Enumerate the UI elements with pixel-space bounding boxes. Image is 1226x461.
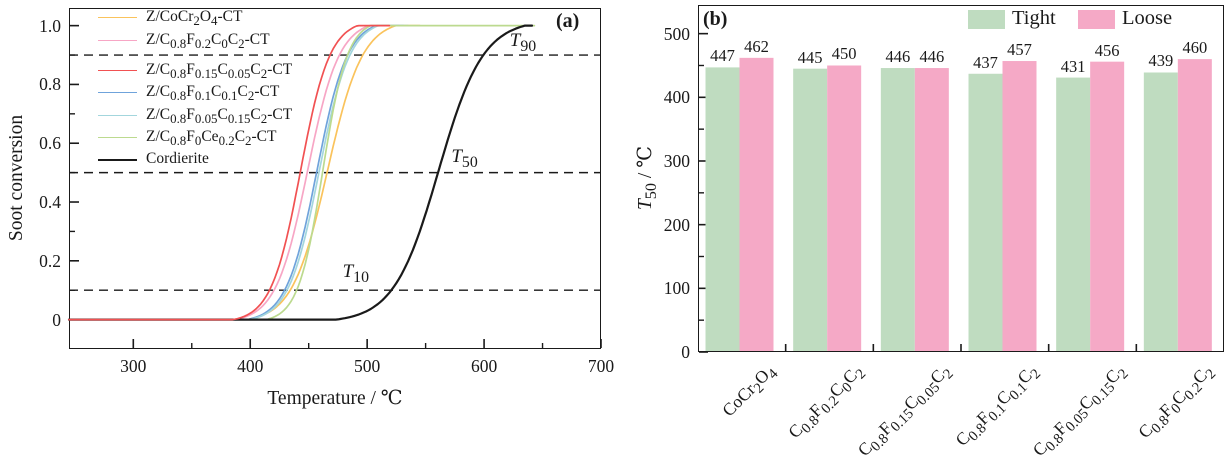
panel-a-x-axis-label: Temperature / ℃ bbox=[267, 388, 403, 409]
bar-loose-CoCr2O4 bbox=[739, 57, 774, 351]
panel-b-plot bbox=[699, 32, 1212, 353]
panel-a-plot bbox=[67, 24, 602, 348]
bar-value-label: 462 bbox=[744, 36, 769, 56]
legend-item-label: Z/C0.8F0.15C0.05C2-CT bbox=[146, 61, 293, 82]
y-tick-label: 0 bbox=[681, 342, 690, 362]
bar-value-label: 450 bbox=[831, 44, 857, 64]
y-tick-label: 0.8 bbox=[39, 74, 61, 95]
legend-item-label: Z/C0.8F0.1C0.1C2-CT bbox=[146, 83, 280, 104]
legend-item-label: Cordierite bbox=[146, 150, 209, 168]
panel-a-letter: (a) bbox=[556, 10, 580, 32]
y-tick-label: 200 bbox=[663, 214, 690, 235]
y-tick-label: 0.2 bbox=[39, 250, 61, 271]
x-tick-label: 300 bbox=[120, 356, 147, 376]
legend-label-loose: Loose bbox=[1122, 7, 1173, 29]
x-tick-label: 500 bbox=[354, 356, 381, 376]
bar-tight-CoCr2O4 bbox=[705, 67, 740, 351]
annotation-T10: T10 bbox=[342, 260, 369, 286]
bar-value-label: 457 bbox=[1007, 40, 1032, 60]
panel-a-plot-frame bbox=[69, 8, 601, 349]
panel-b-letter: (b) bbox=[703, 8, 728, 30]
bar-value-label: 447 bbox=[710, 46, 735, 66]
bar-value-label: 460 bbox=[1182, 38, 1208, 58]
legend-swatch-loose bbox=[1078, 10, 1115, 29]
y-tick-label: 400 bbox=[663, 87, 690, 108]
bar-value-label: 446 bbox=[885, 47, 911, 67]
y-tick-label: 0.6 bbox=[39, 133, 61, 154]
legend-swatch-tight bbox=[968, 10, 1005, 29]
legend-line-swatch bbox=[98, 92, 137, 93]
bar-value-label: 437 bbox=[973, 52, 998, 72]
annotation-T50: T50 bbox=[451, 146, 478, 171]
legend-item-label: Z/CoCr2O4-CT bbox=[146, 8, 243, 29]
y-tick-label: 500 bbox=[663, 23, 690, 44]
bar-tight-C0.8F0.05C0.15C2 bbox=[1056, 77, 1091, 351]
legend-line-swatch bbox=[98, 17, 137, 18]
y-tick-label: 300 bbox=[663, 150, 690, 171]
bar-loose-C0.8F0.1C0.1C2 bbox=[1002, 61, 1037, 351]
bar-tight-C0.8F0.2C0C2 bbox=[793, 68, 828, 351]
legend-item-label: Z/C0.8F0.2C0C2-CT bbox=[146, 31, 270, 52]
bar-tight-C0.8F0.15C0.05C2 bbox=[880, 68, 915, 352]
bar-tight-C0.8F0C0.2C2 bbox=[1143, 72, 1178, 352]
x-tick-label: 400 bbox=[237, 356, 264, 376]
bar-value-label: 456 bbox=[1094, 40, 1120, 60]
y-tick-label: 1.0 bbox=[39, 15, 61, 36]
legend-line-swatch bbox=[98, 114, 137, 116]
panel-a-y-axis-label: Soot conversion bbox=[6, 114, 27, 242]
legend-line-swatch bbox=[98, 159, 137, 162]
y-tick-label: 0.4 bbox=[39, 192, 61, 213]
legend-label-tight: Tight bbox=[1012, 7, 1056, 29]
legend-item-label: Z/C0.8F0.05C0.15C2-CT bbox=[146, 105, 293, 126]
bar-loose-C0.8F0.2C0C2 bbox=[827, 65, 862, 351]
y-tick-label: 0 bbox=[52, 309, 61, 330]
bar-loose-C0.8F0C0.2C2 bbox=[1177, 59, 1212, 352]
legend-item-label: Z/C0.8F0Ce0.2C2-CT bbox=[146, 128, 277, 149]
bar-value-label: 431 bbox=[1060, 56, 1086, 76]
bar-tight-C0.8F0.1C0.1C2 bbox=[968, 73, 1003, 351]
curve-Z/C0.8F0.15C0.05C2-CT bbox=[68, 24, 391, 321]
legend-line-swatch bbox=[98, 70, 137, 71]
panel-a: 0 0.2 0.4 0.6 0.8 1.0 300 400 500 600 700 (a) Soot… bbox=[6, 8, 615, 409]
bar-loose-C0.8F0.05C0.15C2 bbox=[1090, 61, 1125, 352]
annotation-T90: T90 bbox=[509, 30, 537, 55]
x-tick-label: 600 bbox=[470, 356, 498, 376]
bar-value-label: 439 bbox=[1148, 51, 1174, 71]
legend-line-swatch bbox=[98, 40, 137, 41]
bar-value-label: 445 bbox=[797, 47, 823, 67]
bar-value-label: 446 bbox=[919, 47, 945, 67]
legend-line-swatch bbox=[98, 137, 137, 138]
y-tick-label: 100 bbox=[663, 278, 690, 299]
panel-b-plot-frame bbox=[698, 5, 1224, 352]
panel-b-y-axis-label: T50 / ℃ bbox=[635, 145, 660, 211]
bar-loose-C0.8F0.15C0.05C2 bbox=[914, 68, 949, 352]
x-tick-label: 700 bbox=[587, 356, 615, 376]
